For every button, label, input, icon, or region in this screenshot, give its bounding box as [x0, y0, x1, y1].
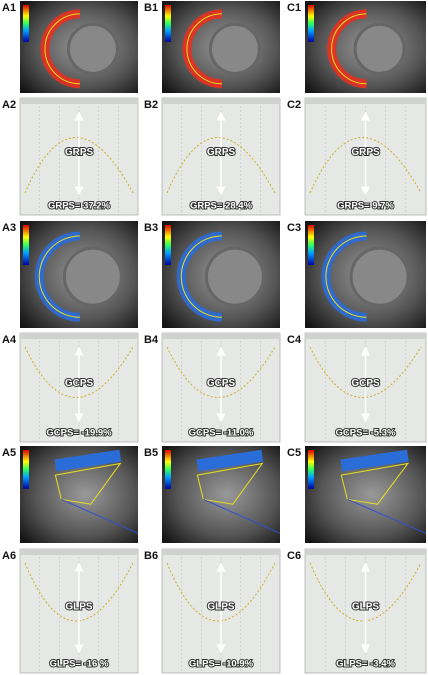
- panel-label: B4: [144, 334, 159, 346]
- plot-header: [20, 549, 138, 555]
- panel-label: A4: [2, 334, 17, 346]
- strain-curve: [24, 346, 134, 398]
- strain-result: GRPS= 9.7%: [337, 201, 394, 212]
- metric-label: GLPS: [352, 602, 380, 613]
- contour: [38, 235, 80, 318]
- strain-result: GCPS= -19.9%: [46, 428, 112, 439]
- metric-label: GRPS: [65, 147, 94, 158]
- metric-label: GLPS: [65, 602, 93, 613]
- plot-header: [305, 98, 426, 104]
- plot-header: [20, 98, 138, 104]
- contour: [196, 462, 264, 505]
- metric-label: GCPS: [207, 378, 236, 389]
- contour: [186, 13, 222, 85]
- panel-label: C1: [287, 2, 301, 14]
- metric-label: GRPS: [207, 147, 236, 158]
- color-scale: [23, 225, 29, 265]
- contour: [331, 13, 367, 85]
- panel-label: B6: [144, 550, 158, 562]
- strain-overlay: [196, 449, 264, 472]
- panel-label: C2: [287, 99, 301, 111]
- strain-result: GCPS= -11.0%: [189, 428, 254, 439]
- panel-label: A5: [2, 447, 16, 459]
- ventricle: [353, 22, 406, 75]
- metric-label: GCPS: [351, 378, 380, 389]
- contour: [340, 462, 409, 505]
- ventricle: [66, 22, 119, 75]
- color-scale: [308, 225, 314, 265]
- plot-header: [20, 333, 138, 339]
- ventricle: [204, 246, 265, 307]
- metric-label: GLPS: [207, 602, 235, 613]
- panel-label: B5: [144, 447, 158, 459]
- strain-curve: [166, 346, 276, 398]
- plot-header: [162, 333, 280, 339]
- color-scale: [23, 5, 29, 42]
- plot-header: [162, 549, 280, 555]
- color-scale: [165, 225, 171, 265]
- panel-label: C3: [287, 222, 301, 234]
- panel-label: A6: [2, 550, 16, 562]
- plot-header: [162, 98, 280, 104]
- axis-line: [203, 498, 281, 534]
- strain-result: GRPS= 37.2%: [48, 201, 111, 212]
- panel-label: B1: [144, 2, 158, 14]
- color-scale: [165, 5, 171, 42]
- metric-label: GCPS: [65, 378, 94, 389]
- strain-overlay: [340, 449, 409, 472]
- contour: [54, 462, 122, 505]
- panel-label: C4: [287, 334, 302, 346]
- contour: [44, 13, 80, 85]
- ventricle: [208, 22, 261, 75]
- strain-result: GLPS= -10.9%: [189, 659, 254, 670]
- plot-header: [305, 549, 426, 555]
- contour: [180, 235, 222, 318]
- ventricle: [62, 246, 123, 307]
- color-scale: [308, 5, 314, 42]
- panel-label: B2: [144, 99, 158, 111]
- color-scale: [23, 450, 29, 489]
- strain-result: GCPS= -5.3%: [336, 428, 396, 439]
- metric-label: GRPS: [351, 147, 380, 158]
- axis-line: [347, 498, 427, 534]
- panel-label: A2: [2, 99, 16, 111]
- contour: [325, 235, 367, 318]
- axis-line: [61, 498, 139, 534]
- strain-result: GLPS= -16 %: [50, 659, 109, 670]
- color-scale: [308, 450, 314, 489]
- panel-label: A1: [2, 2, 16, 14]
- strain-result: GLPS= -3.4%: [336, 659, 395, 670]
- panel-label: B3: [144, 222, 158, 234]
- panel-label: C5: [287, 447, 301, 459]
- strain-result: GRPS= 28.4%: [190, 201, 253, 212]
- panel-label: A3: [2, 222, 16, 234]
- ventricle: [349, 246, 410, 307]
- strain-overlay: [54, 449, 122, 472]
- color-scale: [165, 450, 171, 489]
- panel-label: C6: [287, 550, 301, 562]
- plot-header: [305, 333, 426, 339]
